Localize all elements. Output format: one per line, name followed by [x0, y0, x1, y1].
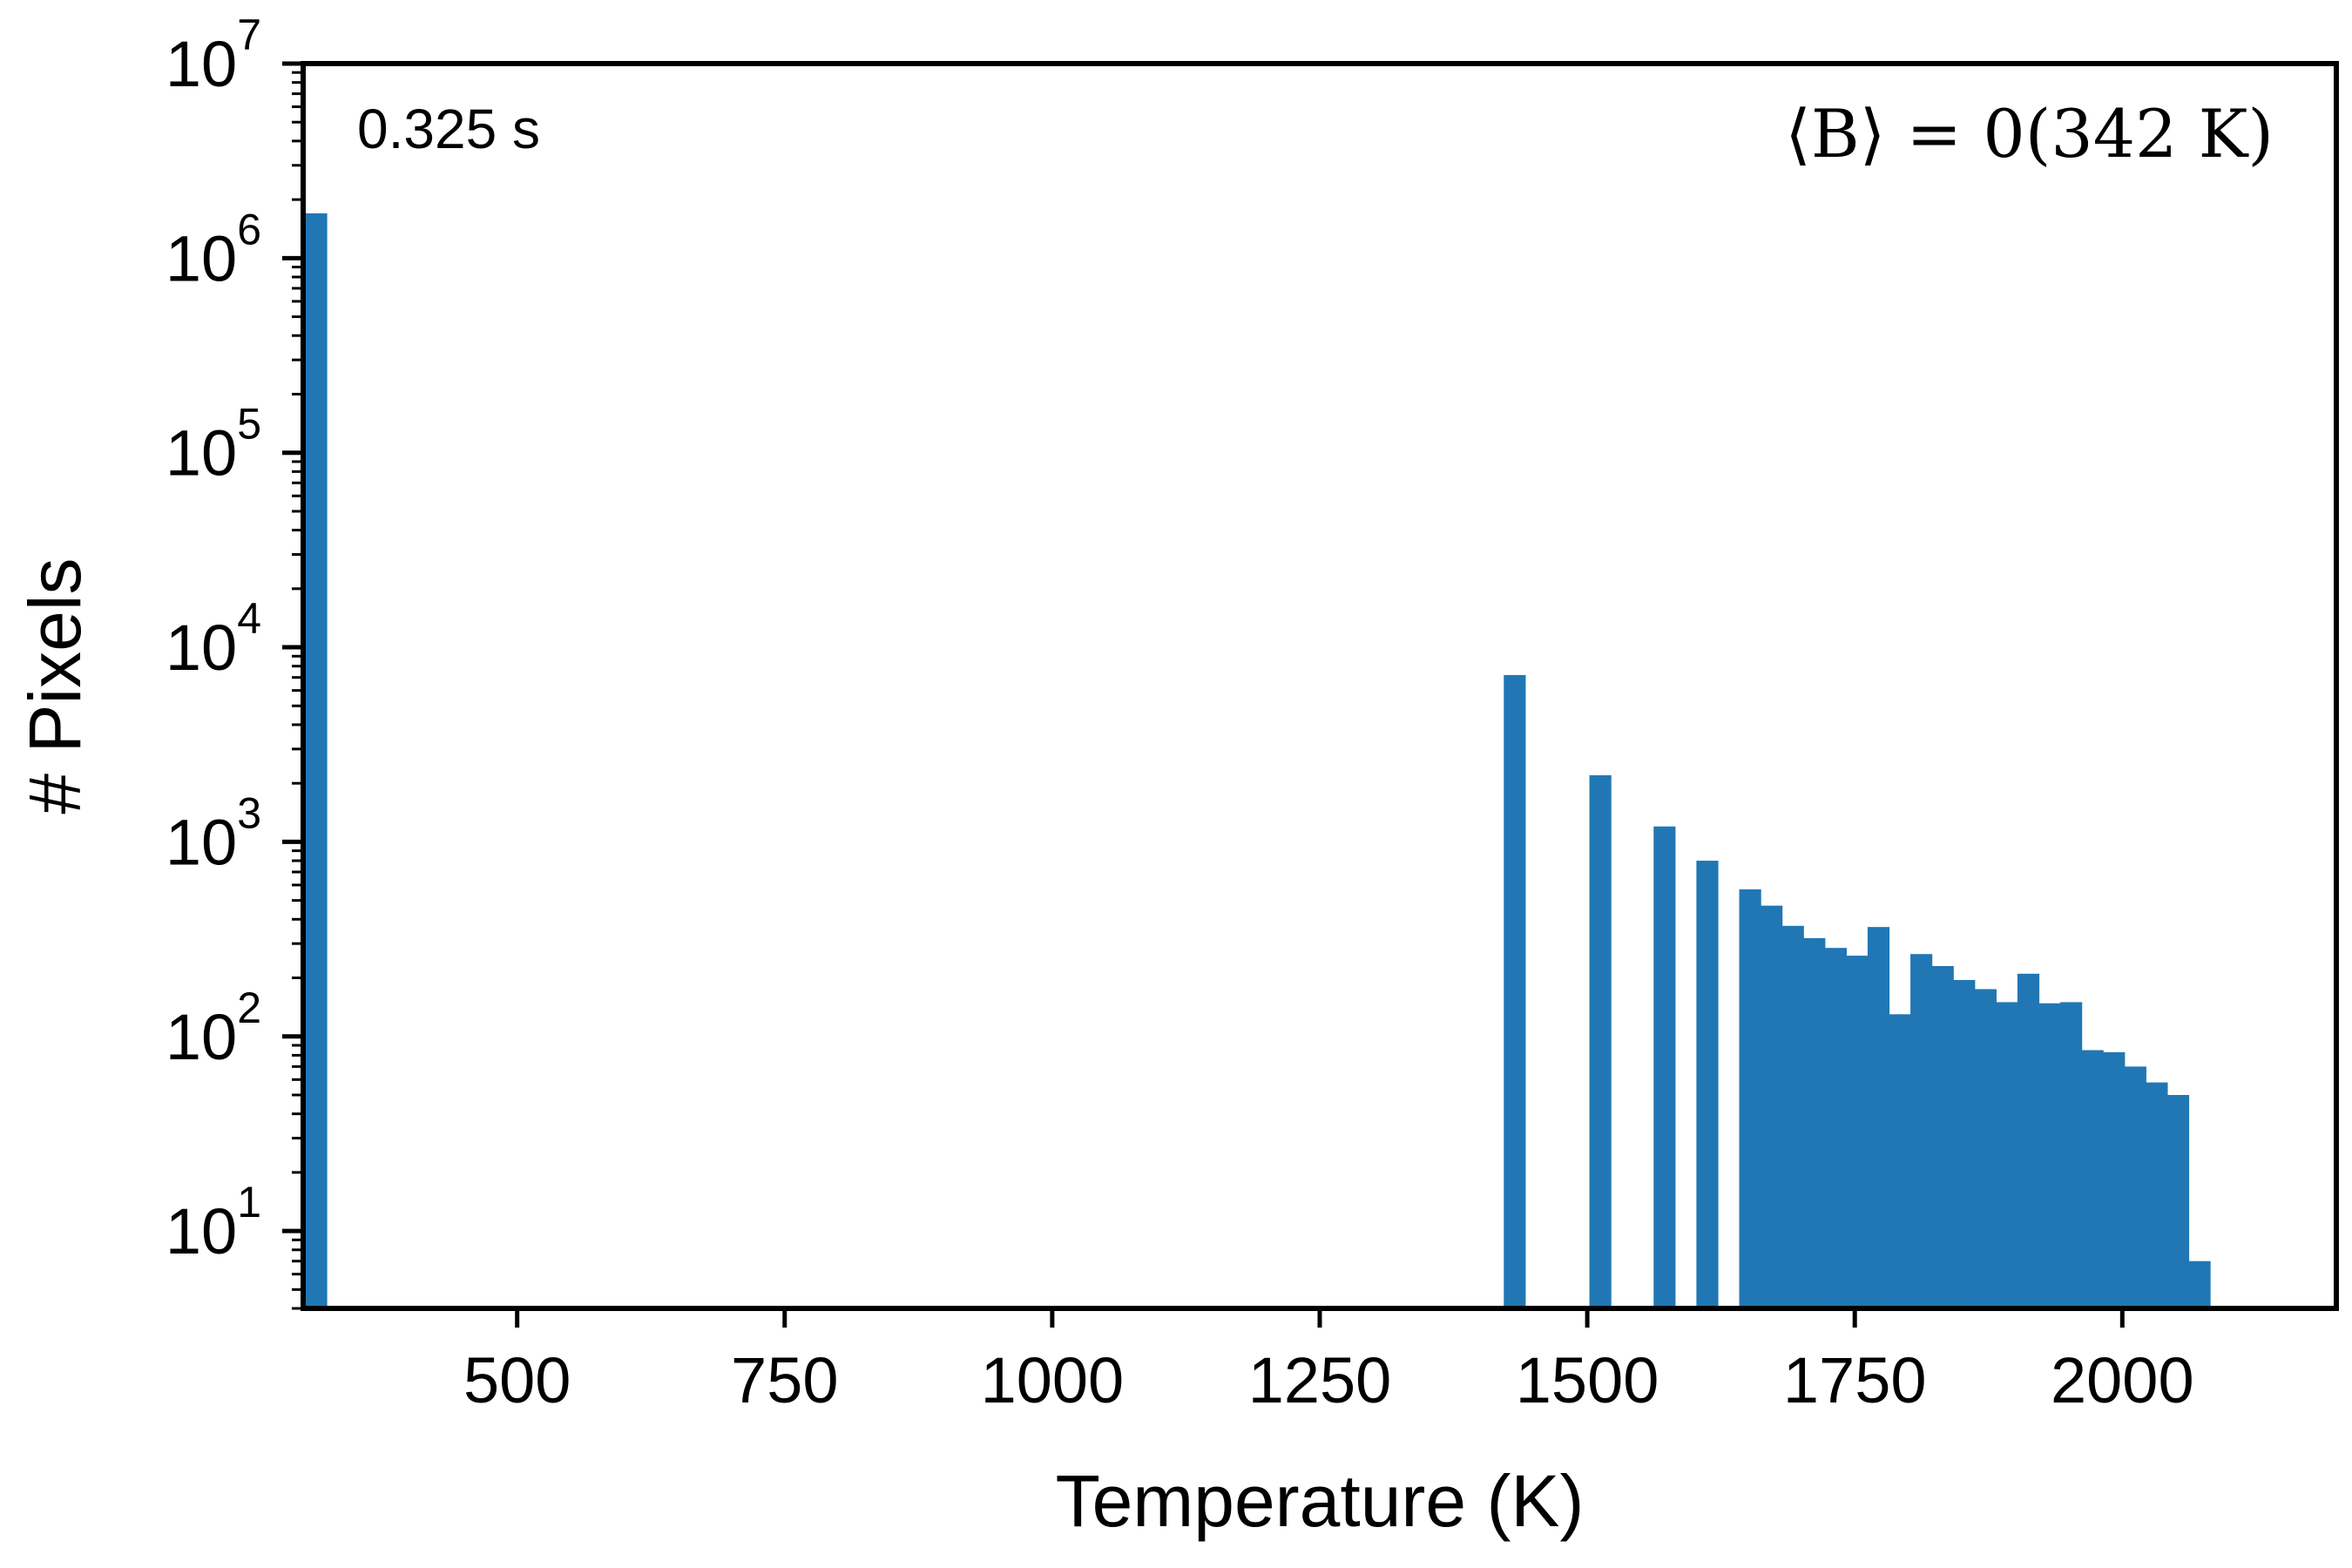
x-tick-label: 1000	[981, 1344, 1125, 1416]
mean-annotation: ⟨B⟩ = 0(342 K)	[1785, 95, 2274, 172]
histogram-bar	[2166, 1095, 2190, 1308]
y-tick-label: 102	[166, 983, 261, 1073]
y-tick-label: 105	[166, 400, 261, 490]
time-annotation: 0.325 s	[357, 98, 540, 160]
x-axis-ticks: 500 750 1000 1250 1500 1750 2000	[463, 1308, 2194, 1416]
x-axis-label: Temperature (K)	[1056, 1460, 1585, 1542]
x-tick-label: 2000	[2051, 1344, 2194, 1416]
histogram-bar	[2038, 1003, 2061, 1308]
histogram-bar	[1931, 965, 1954, 1308]
histogram-bar	[1803, 937, 1826, 1308]
y-tick-label: 107	[166, 10, 261, 100]
y-tick-label: 104	[166, 594, 261, 684]
plot-frame	[301, 61, 2339, 1311]
histogram-bar	[1910, 954, 1933, 1308]
histogram-bar	[1953, 979, 1976, 1308]
histogram-bar	[1824, 948, 1847, 1308]
x-tick-label: 1500	[1516, 1344, 1659, 1416]
histogram-bar	[2124, 1066, 2146, 1308]
histogram-bar	[2103, 1051, 2126, 1308]
x-tick-label: 1250	[1248, 1344, 1392, 1416]
histogram-bar	[2060, 1002, 2083, 1308]
histogram-bar	[1504, 674, 1526, 1308]
x-tick-label: 750	[731, 1344, 838, 1416]
histogram-bar	[1974, 989, 1997, 1308]
histogram-bar	[1846, 956, 1869, 1308]
y-tick-label: 103	[166, 788, 261, 878]
histogram-bar	[1739, 889, 1761, 1308]
y-axis-ticks: 101 102 103 104 105 106 107	[166, 10, 303, 1267]
histogram-bar	[2017, 973, 2040, 1308]
histogram-bar	[1781, 925, 1804, 1308]
histogram-bar	[305, 213, 328, 1309]
histogram-bar	[1889, 1014, 1911, 1308]
x-tick-label: 1750	[1783, 1344, 1927, 1416]
x-tick-label: 500	[463, 1344, 571, 1416]
histogram-bar	[2081, 1050, 2104, 1308]
histogram-bar	[1867, 927, 1890, 1308]
histogram-bar	[1696, 861, 1719, 1308]
histogram-bar	[2188, 1260, 2211, 1308]
histogram-bars	[305, 213, 2211, 1309]
histogram-bar	[1653, 826, 1676, 1308]
y-tick-label: 106	[166, 205, 261, 294]
y-axis-label: # Pixels	[14, 558, 96, 814]
histogram-bar	[2146, 1082, 2168, 1308]
histogram-bar	[1589, 774, 1612, 1308]
histogram-bar	[1761, 905, 1783, 1308]
y-tick-label: 101	[166, 1178, 261, 1267]
histogram-bar	[1996, 1002, 2018, 1308]
